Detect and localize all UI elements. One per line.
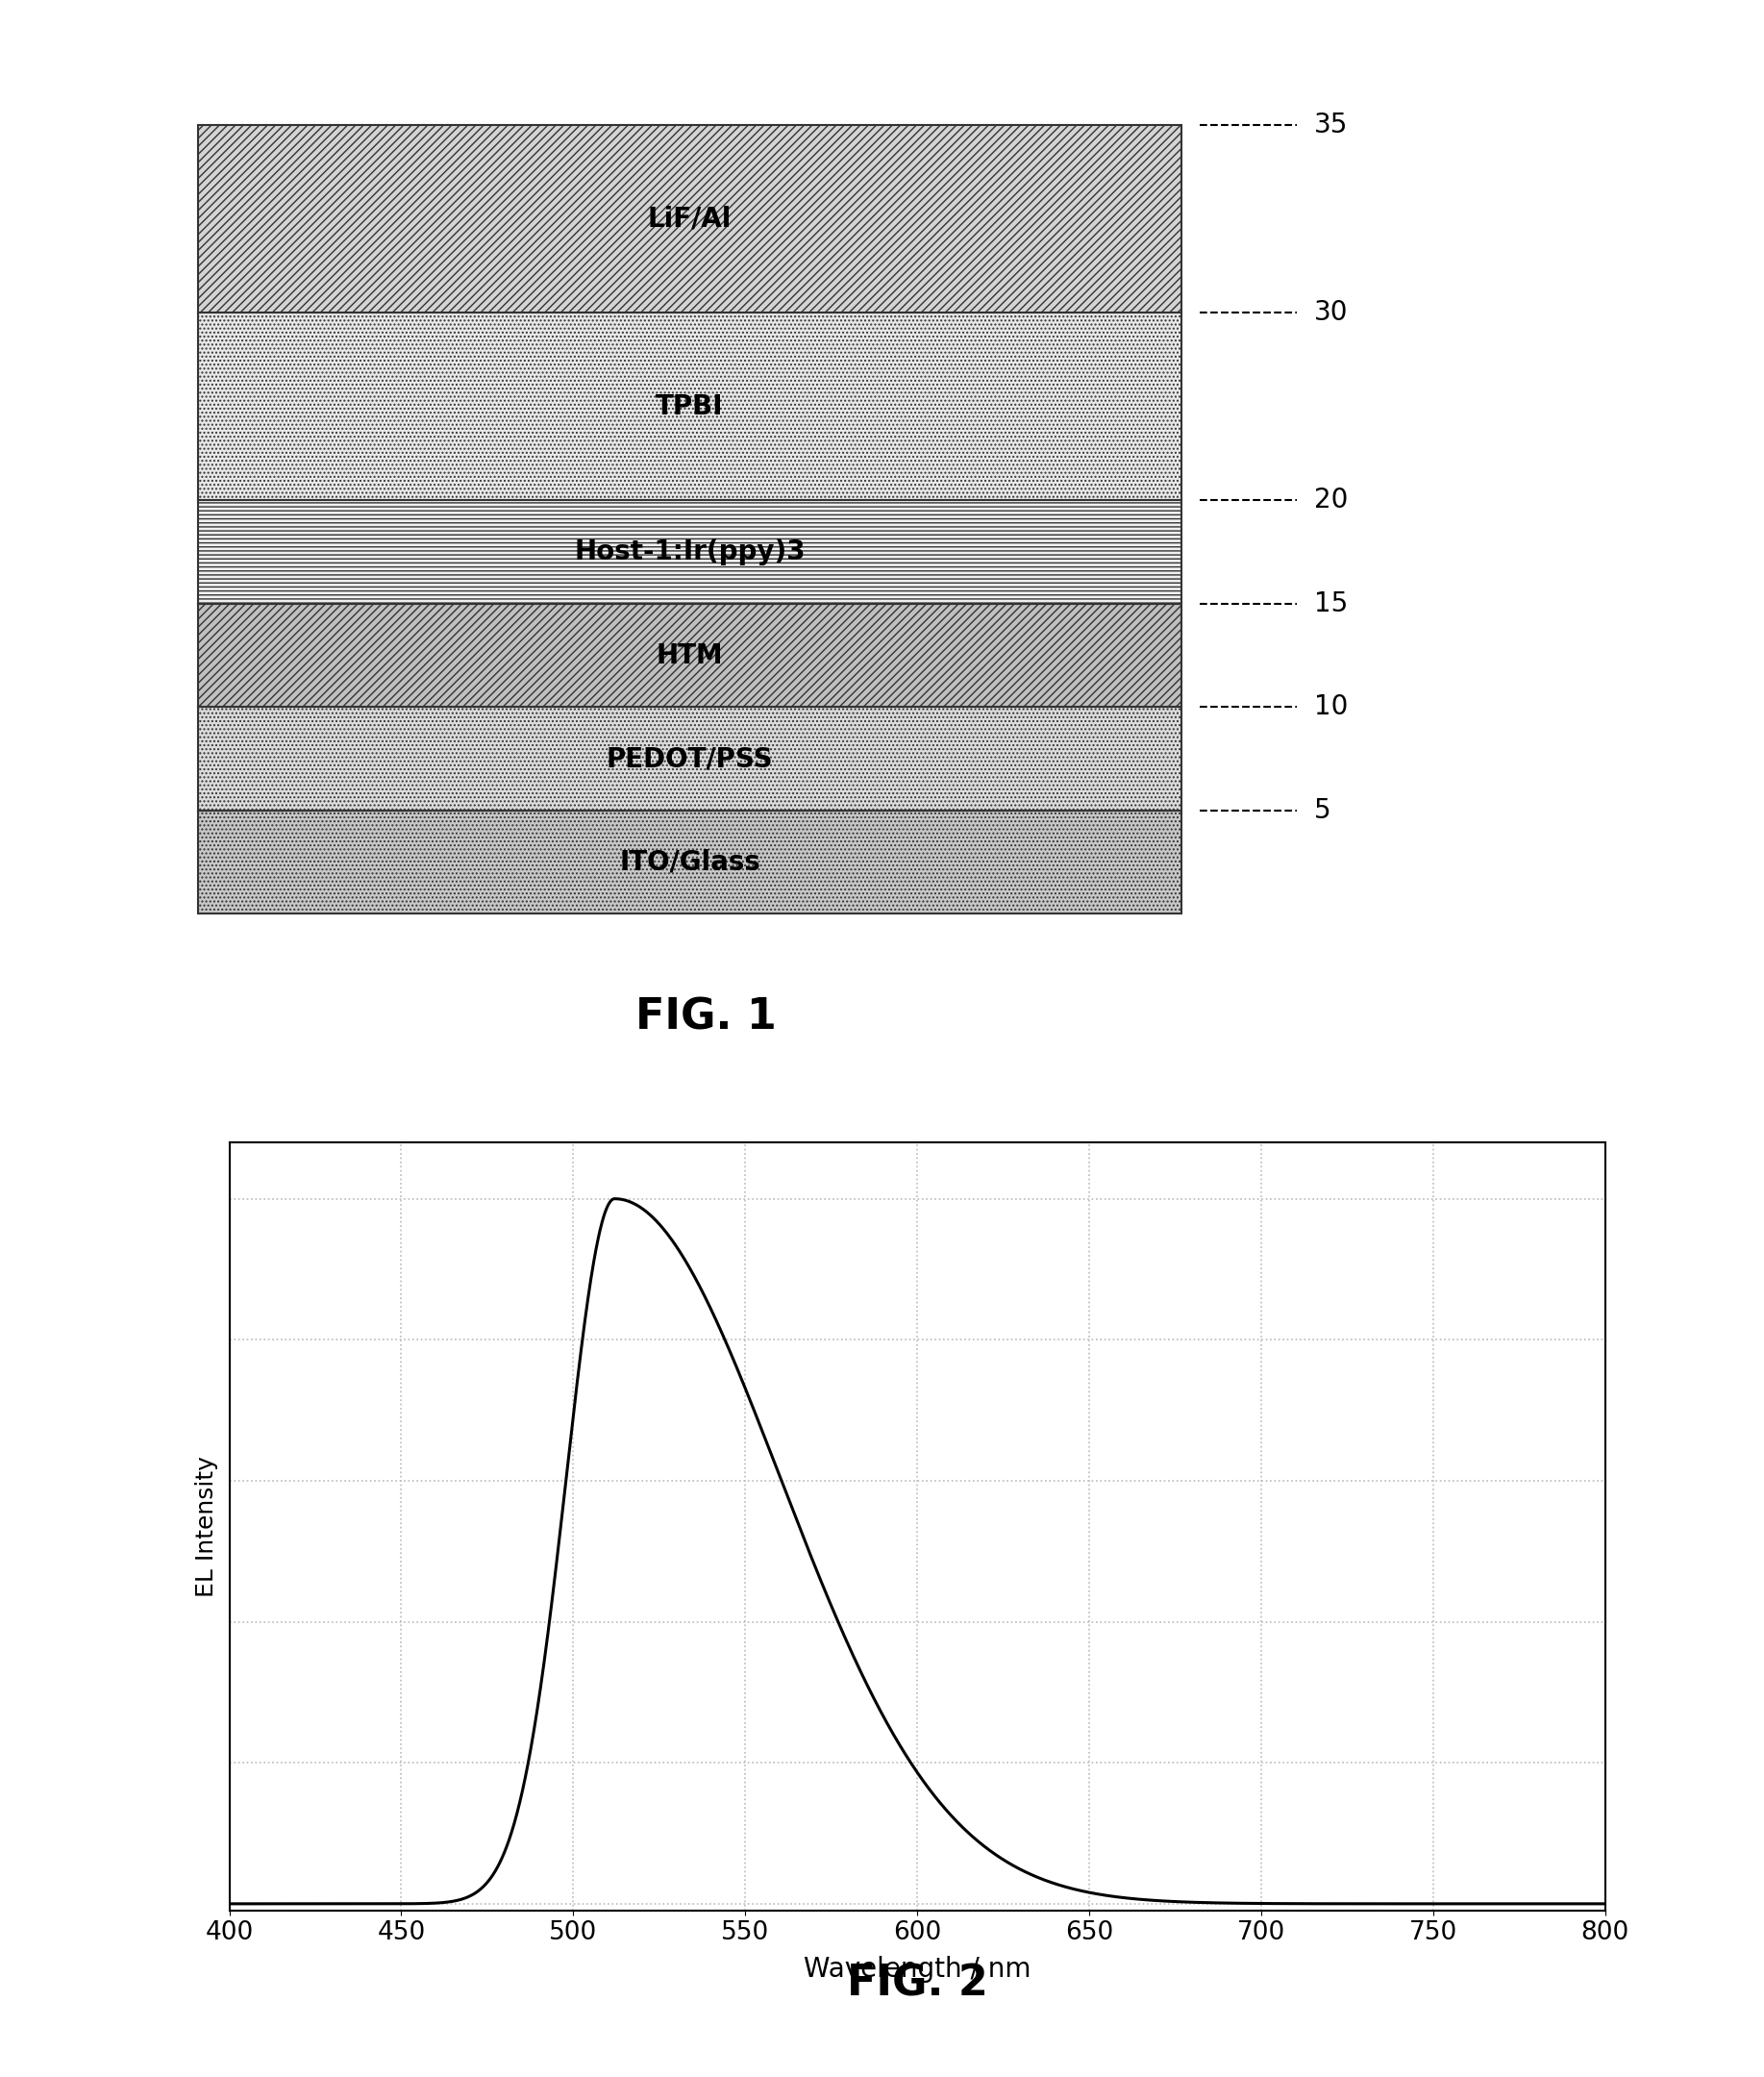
Bar — [198, 810, 1182, 914]
Bar — [198, 604, 1182, 706]
Text: Host-1:Ir(ppy)3: Host-1:Ir(ppy)3 — [573, 538, 806, 565]
Bar — [198, 501, 1182, 604]
Text: FIG. 1: FIG. 1 — [635, 997, 776, 1038]
Text: LiF/Al: LiF/Al — [647, 206, 732, 233]
Text: 15: 15 — [1314, 590, 1348, 617]
Text: 10: 10 — [1314, 694, 1348, 721]
Bar — [198, 706, 1182, 810]
Text: 20: 20 — [1314, 486, 1348, 513]
Text: TPBI: TPBI — [656, 393, 723, 420]
Text: FIG. 2: FIG. 2 — [847, 1963, 988, 2004]
Text: 35: 35 — [1314, 112, 1348, 137]
X-axis label: Wavelength / nm: Wavelength / nm — [804, 1957, 1030, 1984]
Y-axis label: EL Intensity: EL Intensity — [196, 1456, 219, 1597]
Text: 30: 30 — [1314, 299, 1348, 326]
Bar — [198, 312, 1182, 501]
Bar — [198, 125, 1182, 312]
Text: HTM: HTM — [656, 642, 723, 669]
Text: ITO/Glass: ITO/Glass — [619, 849, 760, 876]
Text: PEDOT/PSS: PEDOT/PSS — [607, 746, 773, 773]
Text: 5: 5 — [1314, 798, 1332, 825]
